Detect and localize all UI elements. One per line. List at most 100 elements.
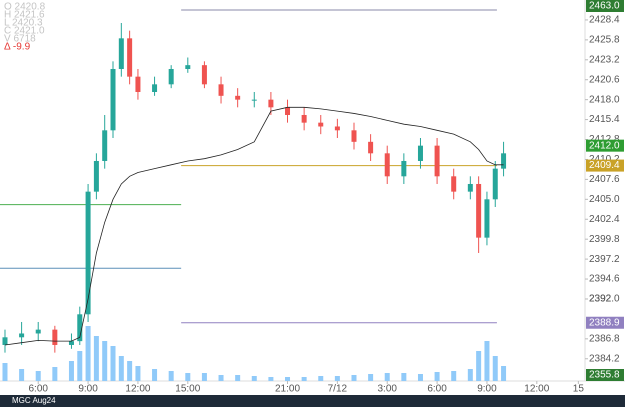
candle-body [417,145,423,161]
vwap-line [4,106,504,346]
ohlc-text: H 2421.6 [4,10,45,21]
x-tick-label: 6:00 [28,384,48,395]
price-tag [586,0,624,12]
volume-bar [384,373,390,381]
candle-body [251,99,257,101]
price-tag [586,369,624,381]
volume-bar [368,374,374,381]
x-tick-label: 15 [573,384,585,395]
x-tick-label: 3:00 [377,384,397,395]
volume-bar [484,341,490,381]
volume-bar [135,366,141,381]
volume-bar [318,376,324,381]
candle-body [185,65,191,69]
price-tag-label: 2388.9 [589,317,620,328]
price-tag [586,159,624,172]
change-text: Δ -9.9 [4,42,31,53]
volume-bar [77,351,83,381]
volume-bar [2,363,8,381]
volume-bar [492,356,498,381]
y-tick-label: 2407.6 [589,174,620,185]
candle-body [218,84,224,96]
price-tag-label: 2355.8 [589,370,620,381]
candle-body [285,107,291,115]
y-tick-label: 2415.4 [589,114,620,125]
y-tick-label: 2392.0 [589,294,620,305]
candle-body [401,160,407,177]
volume-bar [268,377,274,381]
candle-body [52,329,58,345]
volume-bar [434,372,440,381]
price-tag-label: 2409.4 [589,160,620,171]
volume-bar [401,373,407,381]
ohlc-text: C 2421.0 [4,26,45,37]
candle-body [152,84,158,92]
candle-body [68,341,74,345]
candle-body [384,153,390,177]
volume-bar [201,373,207,381]
volume-bar [285,377,291,381]
volume-bar [52,367,58,381]
price-tag [586,139,624,152]
candle-body [77,314,83,342]
price-tag-label: 2463.0 [589,1,620,12]
y-tick-label: 2423.2 [589,54,620,65]
candle-body [168,68,174,85]
candle-body [334,126,340,131]
candle-body [318,122,324,127]
x-tick-label: 12:00 [524,384,549,395]
volume-bar [35,371,41,381]
volume-bar [301,377,307,381]
candle-body [110,68,116,131]
candle-body [492,168,498,200]
volume-bar [102,341,108,381]
x-tick-label: 6:00 [427,384,447,395]
candle-body [301,114,307,123]
y-tick-label: 2402.4 [589,214,620,225]
x-tick-label: 9:00 [78,384,98,395]
price-tag [586,316,624,329]
x-tick-label: 21:00 [275,384,300,395]
legend: O 2420.8 H 2421.6 L 2420.3 C 2421.0 V 67… [4,2,46,45]
ohlc-text: O 2420.8 [4,2,46,13]
y-tick-label: 2418.0 [589,94,620,105]
ohlc-text: L 2420.3 [4,18,43,29]
y-tick-label: 2425.8 [589,35,620,46]
volume-bar [168,371,174,381]
volume-bar [185,373,191,381]
y-tick-label: 2392 [589,294,612,305]
candle-body [118,38,124,69]
volume-bar [93,336,99,381]
volume-bar [110,346,116,381]
x-tick-label: 7/12 [328,384,348,395]
price-tag-label: 2412.0 [589,140,620,151]
y-tick-label: 2420.6 [589,74,620,85]
x-tick-label: 12:00 [125,384,150,395]
symbol: MGC Aug24 [12,396,56,405]
y-tick-label: 2428.4 [589,15,620,26]
volume-bar [68,361,74,381]
candle-body [451,176,457,192]
volume-bar [152,369,158,381]
candle-body [35,329,41,334]
volume-bar [85,326,91,381]
candle-body [135,76,141,92]
volume-bar [501,366,507,381]
candle-body [501,153,507,169]
volume-bar [417,374,423,381]
y-tick-label: 2405.0 [589,194,620,205]
volume-bar [467,369,473,381]
candle-body [102,130,108,161]
y-tick-label: 2394.6 [589,274,620,285]
volume-bar [334,376,340,381]
candle-body [85,191,91,315]
candle-body [268,99,274,108]
volume-bar [118,356,124,381]
x-tick-label: 15:00 [175,384,200,395]
candle-body [93,160,99,192]
ohlc-text: V 6718 [4,34,36,45]
candle-body [201,65,207,85]
candle-body [467,183,473,192]
